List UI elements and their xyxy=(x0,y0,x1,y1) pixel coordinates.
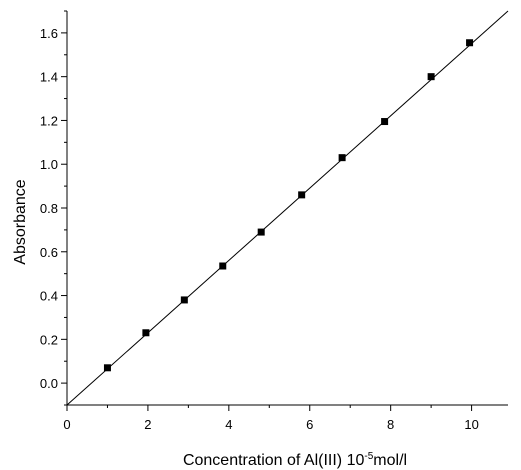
fit-line-group xyxy=(66,10,509,406)
x-axis-title-main: Concentration of Al(III) 10 xyxy=(183,452,365,469)
x-tick-label: 6 xyxy=(306,417,313,432)
y-tick-label: 1.4 xyxy=(40,70,58,85)
data-point xyxy=(338,154,346,162)
x-tick-label: 4 xyxy=(225,417,232,432)
y-tick-label: 1.0 xyxy=(40,157,58,172)
data-point xyxy=(381,118,389,126)
y-tick-label: 0.8 xyxy=(40,201,58,216)
y-tick-label: 0.2 xyxy=(40,332,58,347)
x-axis-title-unit: mol/l xyxy=(373,452,407,469)
fit-line xyxy=(66,10,509,406)
y-tick-label: 0.6 xyxy=(40,245,58,260)
x-axis-title: Concentration of Al(III) 10-5mol/l xyxy=(183,451,407,469)
data-point xyxy=(298,191,306,199)
x-tick-label: 2 xyxy=(144,417,151,432)
y-tick-label: 1.2 xyxy=(40,113,58,128)
data-point xyxy=(466,39,474,47)
y-tick-label: 0.0 xyxy=(40,376,58,391)
y-tick-label: 0.4 xyxy=(40,289,58,304)
data-point xyxy=(219,262,227,270)
y-tick-label: 1.6 xyxy=(40,26,58,41)
data-point xyxy=(103,364,111,372)
data-point xyxy=(180,296,188,304)
data-points xyxy=(103,39,474,372)
y-axis-title: Absorbance xyxy=(12,179,29,264)
x-axis-ticks: 0 2 4 6 8 10 xyxy=(63,405,479,432)
x-tick-label: 10 xyxy=(464,417,478,432)
data-point xyxy=(142,329,150,337)
x-tick-label: 8 xyxy=(387,417,394,432)
x-axis-title-exponent: -5 xyxy=(364,451,373,462)
y-axis-ticks: 0.0 0.2 0.4 0.6 0.8 1.0 1.2 1.4 1.6 xyxy=(40,10,67,406)
data-point xyxy=(257,228,265,236)
x-tick-label: 0 xyxy=(63,417,70,432)
data-point xyxy=(427,73,435,81)
